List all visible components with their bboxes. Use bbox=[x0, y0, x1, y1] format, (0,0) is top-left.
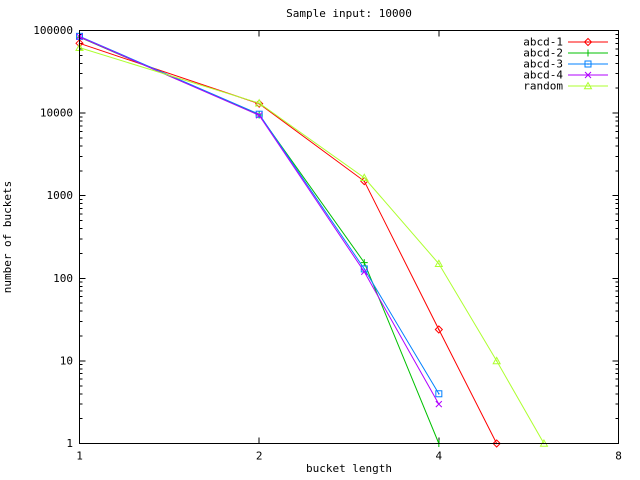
x-tick-label: 2 bbox=[256, 450, 263, 463]
legend-label: random bbox=[523, 80, 563, 93]
legend-label: abcd-3 bbox=[523, 58, 563, 71]
series-marker-abcd-4 bbox=[435, 400, 443, 408]
data-series bbox=[75, 32, 549, 448]
series-marker-abcd-2 bbox=[360, 259, 368, 267]
legend-marker bbox=[583, 81, 593, 90]
series-marker-abcd-3-dot bbox=[438, 392, 440, 395]
series-marker-random bbox=[254, 98, 264, 107]
series-line-random bbox=[79, 47, 545, 444]
series-marker-random bbox=[434, 259, 444, 268]
legend-marker bbox=[584, 49, 592, 57]
legend-marker-dot bbox=[587, 85, 589, 87]
x-tick-label: 8 bbox=[615, 450, 622, 463]
x-axis-label: bucket length bbox=[306, 462, 392, 475]
series-marker-random bbox=[492, 356, 502, 365]
series-marker-random-dot bbox=[438, 262, 440, 265]
series-marker-abcd-3-dot bbox=[363, 268, 366, 270]
series-line-abcd-2 bbox=[79, 36, 440, 444]
legend-marker bbox=[584, 60, 592, 68]
legend-item-random: random bbox=[523, 80, 608, 93]
series-marker-random-dot bbox=[363, 176, 366, 179]
legend-label: abcd-2 bbox=[523, 47, 563, 60]
plot-border bbox=[79, 30, 619, 444]
series-marker-random-dot bbox=[258, 102, 260, 104]
legend-item-abcd-3: abcd-3 bbox=[523, 58, 608, 71]
series-marker-abcd-1-dot bbox=[438, 328, 440, 331]
legend-item-abcd-1: abcd-1 bbox=[523, 36, 608, 49]
series-marker-random bbox=[359, 173, 369, 182]
y-axis-label: number of buckets bbox=[1, 181, 14, 294]
legend-marker-dot bbox=[587, 41, 589, 43]
x-tick-label: 1 bbox=[76, 450, 83, 463]
series-marker-abcd-4 bbox=[360, 268, 368, 276]
series-marker-abcd-4 bbox=[255, 111, 263, 119]
chart-title: Sample input: 10000 bbox=[286, 7, 412, 20]
legend-label: abcd-1 bbox=[523, 36, 563, 49]
legend-marker-dot bbox=[587, 63, 589, 65]
legend-item-abcd-2: abcd-2 bbox=[523, 47, 608, 60]
x-tick-label: 4 bbox=[436, 450, 443, 463]
series-marker-abcd-1 bbox=[434, 325, 444, 334]
series-marker-random-dot bbox=[495, 360, 498, 362]
y-tick-label: 10000 bbox=[40, 107, 73, 120]
series-line-abcd-3 bbox=[79, 35, 440, 395]
legend-label: abcd-4 bbox=[523, 69, 563, 82]
series-line-abcd-4 bbox=[79, 36, 440, 405]
y-tick-label: 10 bbox=[60, 354, 73, 367]
legend-item-abcd-4: abcd-4 bbox=[523, 69, 608, 82]
legend-marker bbox=[584, 71, 592, 79]
series-line-abcd-1 bbox=[79, 42, 498, 444]
y-tick-label: 100 bbox=[53, 272, 73, 285]
y-tick-label: 1000 bbox=[47, 189, 74, 202]
legend-marker bbox=[583, 37, 593, 47]
y-tick-label: 1 bbox=[66, 437, 73, 450]
series-marker-abcd-3 bbox=[435, 390, 443, 398]
y-tick-label: 100000 bbox=[33, 24, 73, 37]
